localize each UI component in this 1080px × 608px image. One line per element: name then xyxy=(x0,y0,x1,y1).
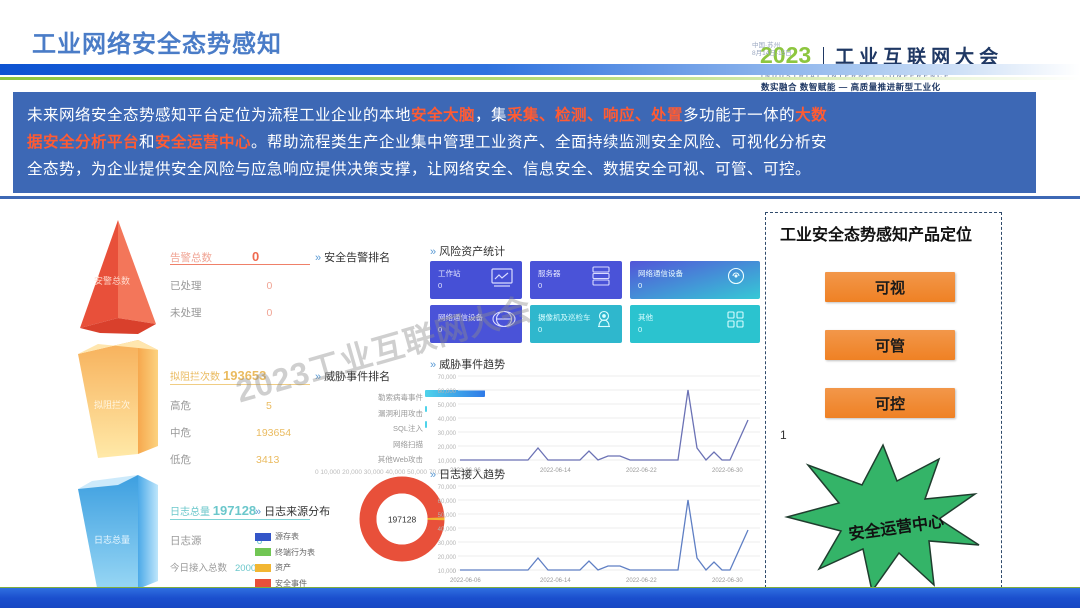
svg-text:50,000: 50,000 xyxy=(438,513,457,519)
svg-text:日志总量: 日志总量 xyxy=(94,534,130,545)
svg-text:2022-06-06: 2022-06-06 xyxy=(450,578,481,584)
svg-text:2022-06-14: 2022-06-14 xyxy=(540,578,571,584)
svg-text:30,000: 30,000 xyxy=(438,541,457,547)
svg-text:2022-06-30: 2022-06-30 xyxy=(712,578,743,584)
svg-text:20,000: 20,000 xyxy=(438,555,457,561)
svg-text:拟阻拦次: 拟阻拦次 xyxy=(94,399,130,410)
svg-text:40,000: 40,000 xyxy=(438,527,457,533)
svg-text:安警总数: 安警总数 xyxy=(94,275,130,286)
svg-text:0: 0 xyxy=(453,569,457,575)
svg-text:60,000: 60,000 xyxy=(438,499,457,505)
svg-text:2022-06-22: 2022-06-22 xyxy=(626,578,657,584)
svg-text:197128: 197128 xyxy=(388,515,417,525)
svg-text:70,000: 70,000 xyxy=(438,485,457,491)
